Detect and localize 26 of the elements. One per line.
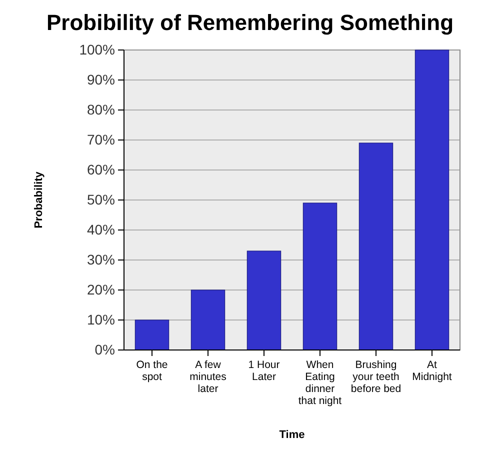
x-tick-label: Brushing your teeth before bed [350, 359, 402, 395]
y-tick-label: 10% [86, 311, 115, 328]
x-tick-label: On the spot [136, 359, 168, 383]
y-tick-label: 0% [94, 341, 115, 358]
x-tick-label: At Midnight [412, 359, 452, 383]
bar [302, 202, 338, 350]
y-tick-label: 70% [86, 131, 115, 148]
bar [414, 50, 450, 350]
y-tick-label: 50% [86, 191, 115, 208]
x-tick-label: A few minutes later [190, 359, 226, 395]
bar [190, 290, 226, 350]
bar [358, 142, 394, 350]
chart-title: Probibility of Remembering Something [46, 10, 454, 35]
x-tick-label: 1 Hour Later [248, 359, 280, 383]
y-tick-label: 60% [86, 161, 115, 178]
bar [246, 250, 282, 350]
x-tick-label: When Eating dinner that night [298, 359, 342, 407]
x-axis-title: Time [279, 429, 305, 441]
y-tick-label: 40% [86, 221, 115, 238]
y-axis-title: Probability [33, 170, 45, 228]
y-tick-label: 90% [86, 71, 115, 88]
y-tick-label: 20% [86, 281, 115, 298]
bar [134, 320, 170, 350]
y-tick-label: 80% [86, 101, 115, 118]
y-tick-label: 30% [86, 251, 115, 268]
y-tick-label: 100% [79, 41, 115, 58]
